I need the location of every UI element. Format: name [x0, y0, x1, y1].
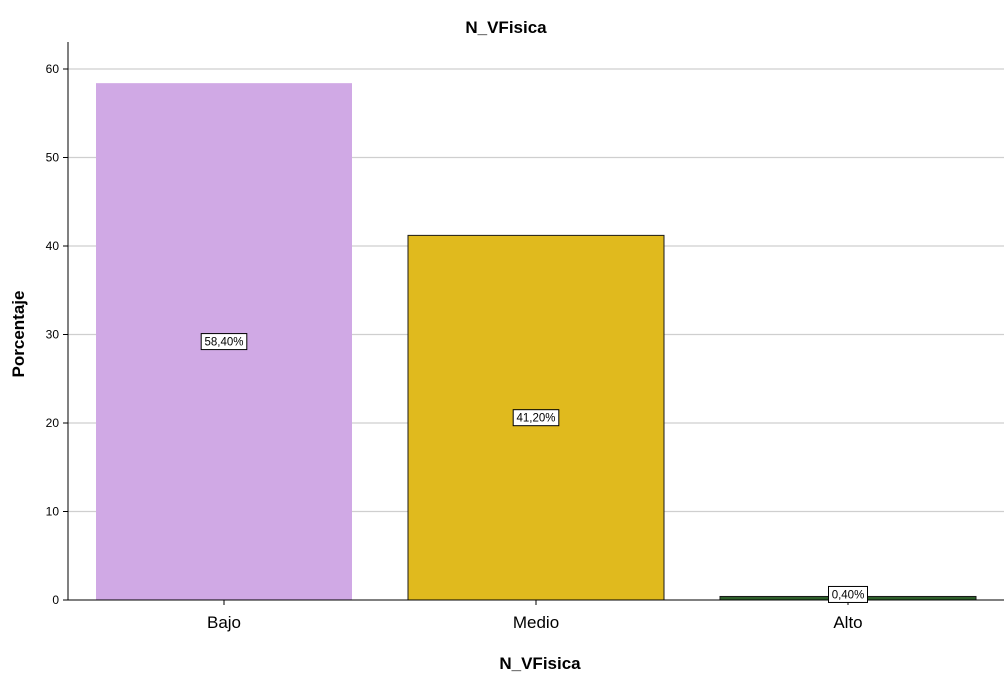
y-axis-title: Porcentaje [9, 291, 28, 378]
data-label: 0,40% [832, 589, 865, 601]
data-label-box [512, 409, 560, 427]
y-tick-label: 60 [46, 62, 60, 76]
x-tick-label: Alto [833, 613, 862, 632]
y-tick-label: 0 [52, 593, 59, 607]
data-label: 41,20% [516, 413, 555, 425]
x-tick-label: Medio [513, 613, 559, 632]
y-tick-label: 10 [46, 505, 60, 519]
data-label-box [828, 585, 868, 603]
data-label-box [200, 333, 248, 351]
data-labels: 58,40% 41,20% 0,40% [200, 333, 868, 603]
bar-medio [407, 234, 665, 601]
x-axis-title: N_VFisica [499, 654, 581, 673]
data-label: 58,40% [204, 337, 243, 349]
chart-title: N_VFisica [465, 18, 547, 37]
y-tick-label: 40 [46, 239, 60, 253]
y-tick-label: 50 [46, 151, 60, 165]
x-tick-label: Bajo [207, 613, 241, 632]
y-tick-label: 30 [46, 328, 60, 342]
y-tick-label: 20 [46, 416, 60, 430]
